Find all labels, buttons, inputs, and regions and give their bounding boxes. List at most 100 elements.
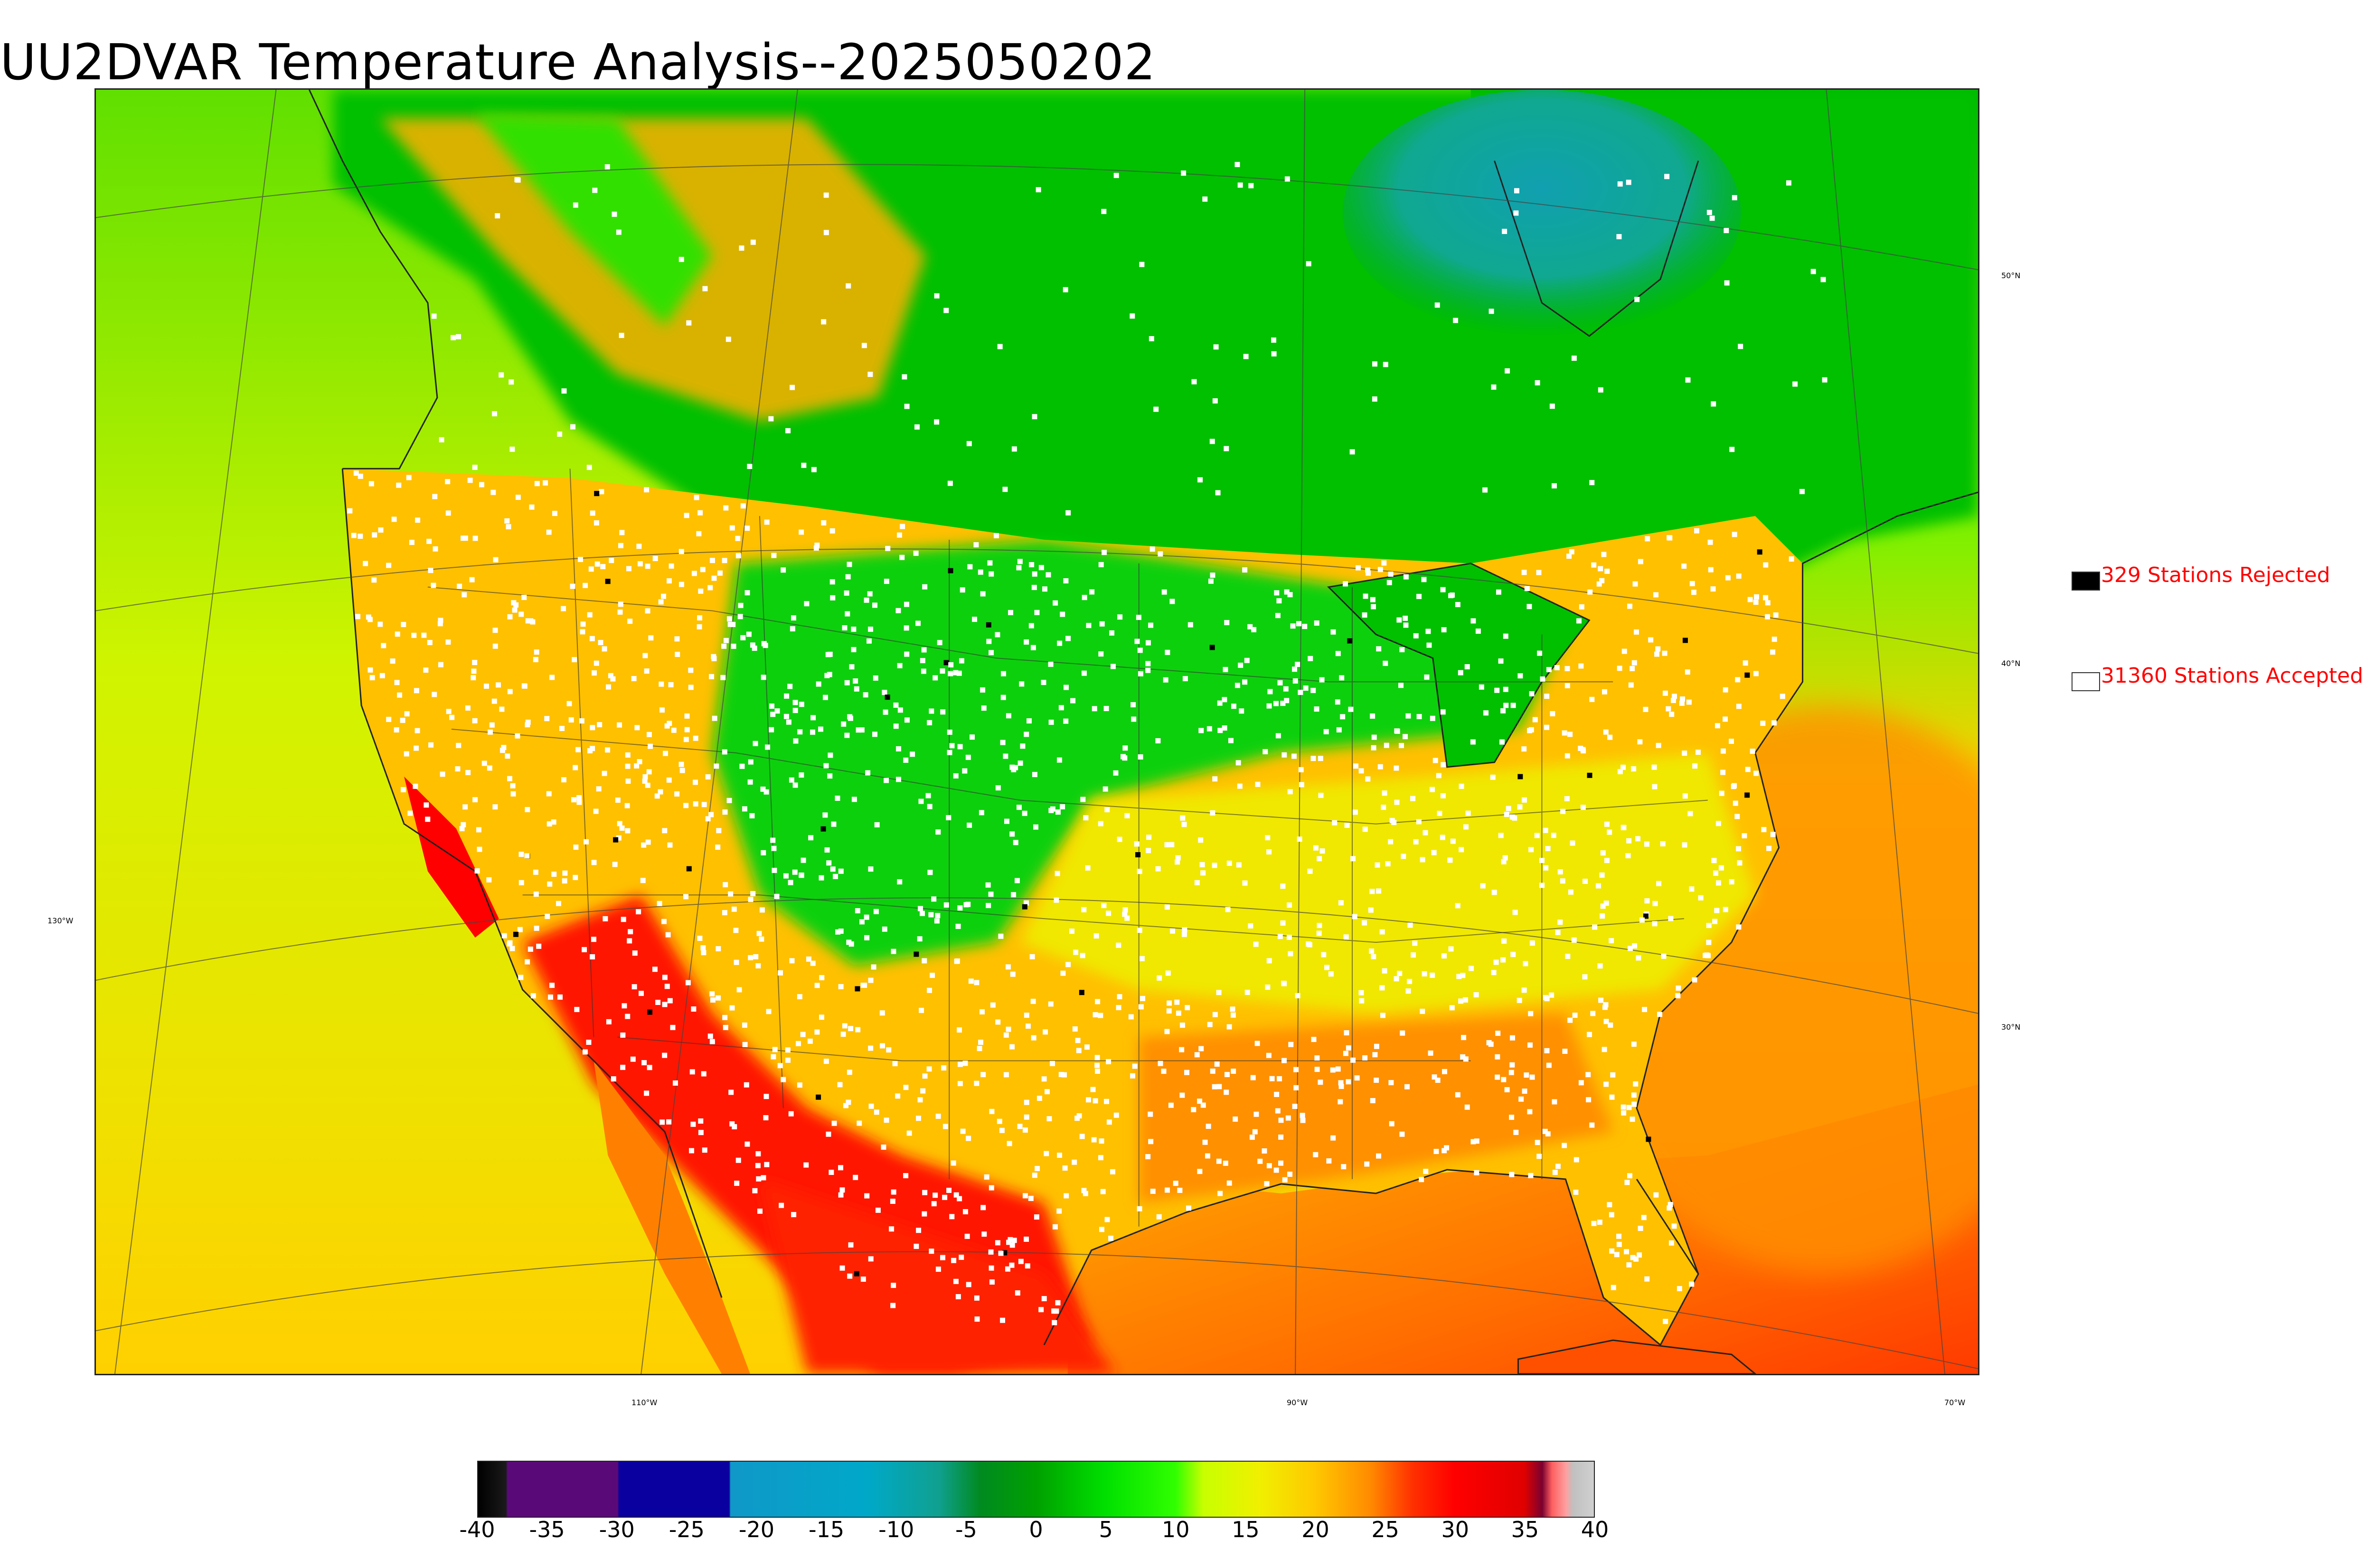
accepted-station xyxy=(1226,860,1232,866)
accepted-station xyxy=(1671,694,1677,699)
accepted-station xyxy=(1093,1012,1098,1018)
accepted-station xyxy=(940,709,946,715)
accepted-station xyxy=(543,480,548,486)
accepted-station xyxy=(1765,600,1771,606)
accepted-station xyxy=(1513,1129,1519,1135)
accepted-station xyxy=(934,918,940,924)
accepted-station xyxy=(1072,1159,1077,1165)
accepted-station xyxy=(729,525,735,531)
accepted-station xyxy=(667,842,673,848)
accepted-station xyxy=(1358,990,1364,995)
accepted-station xyxy=(1318,793,1324,798)
accepted-station xyxy=(1720,770,1726,775)
accepted-station xyxy=(462,535,468,541)
accepted-station xyxy=(1512,910,1518,915)
accepted-station xyxy=(530,619,536,625)
accepted-station xyxy=(1526,604,1532,610)
accepted-station xyxy=(413,783,418,789)
accepted-station xyxy=(1602,1005,1608,1010)
accepted-station xyxy=(489,722,495,728)
accepted-station xyxy=(722,749,727,755)
accepted-station xyxy=(705,774,711,779)
accepted-station xyxy=(712,715,717,721)
accepted-station xyxy=(917,936,923,942)
accepted-station xyxy=(833,873,838,879)
accepted-station xyxy=(1022,810,1027,816)
accepted-station xyxy=(716,946,721,951)
accepted-station xyxy=(605,747,611,753)
accepted-station xyxy=(1549,992,1554,998)
accepted-station xyxy=(914,1243,919,1249)
accepted-station xyxy=(1194,1052,1200,1058)
accepted-station xyxy=(934,419,940,425)
accepted-station xyxy=(662,1052,668,1058)
accepted-station xyxy=(722,809,728,815)
accepted-station xyxy=(1249,1135,1255,1140)
accepted-station xyxy=(1296,621,1301,627)
accepted-station xyxy=(1224,1089,1229,1095)
accepted-station xyxy=(1509,1035,1515,1041)
accepted-station xyxy=(593,808,599,814)
accepted-station xyxy=(1398,683,1404,688)
accepted-station xyxy=(499,706,505,712)
accepted-station xyxy=(989,1108,995,1114)
baja-california xyxy=(594,1061,750,1374)
accepted-station xyxy=(822,695,828,700)
colorbar-tick-label: -40 xyxy=(459,1517,495,1542)
accepted-station xyxy=(575,747,581,752)
accepted-station xyxy=(1070,698,1076,704)
accepted-station xyxy=(943,308,949,313)
accepted-station xyxy=(777,1063,783,1069)
accepted-station xyxy=(1403,615,1408,621)
accepted-station xyxy=(1504,1087,1510,1092)
accepted-station xyxy=(826,860,832,866)
accepted-station xyxy=(1266,1052,1272,1058)
accepted-station xyxy=(438,662,443,667)
accepted-station xyxy=(546,529,552,535)
accepted-station xyxy=(642,778,648,784)
accepted-station xyxy=(1239,708,1244,714)
accepted-station xyxy=(1311,1037,1317,1042)
accepted-station xyxy=(1034,1214,1039,1220)
accepted-station xyxy=(1149,546,1155,552)
accepted-station xyxy=(1514,188,1519,194)
accepted-station xyxy=(1046,572,1051,578)
accepted-station xyxy=(414,688,419,694)
accepted-station xyxy=(1552,1099,1557,1105)
accepted-station xyxy=(700,567,706,573)
accepted-station xyxy=(725,337,731,342)
accepted-station xyxy=(1292,1104,1298,1109)
accepted-station xyxy=(1591,1221,1597,1226)
accepted-station xyxy=(1330,1067,1336,1073)
accepted-station xyxy=(904,625,909,631)
accepted-station xyxy=(750,891,756,897)
accepted-station xyxy=(1689,581,1695,586)
rejected-station xyxy=(1002,1250,1008,1256)
accepted-station xyxy=(1244,657,1250,663)
accepted-station xyxy=(1403,622,1409,628)
accepted-station xyxy=(1734,814,1740,819)
accepted-station xyxy=(752,1188,758,1193)
accepted-station xyxy=(1626,838,1632,844)
accepted-station xyxy=(1314,1055,1320,1061)
accepted-station xyxy=(372,532,377,538)
accepted-station xyxy=(1058,1072,1064,1077)
accepted-station xyxy=(726,798,732,803)
accepted-station xyxy=(668,682,674,687)
accepted-station xyxy=(947,480,953,486)
colorbar-tick-label: -35 xyxy=(529,1517,565,1542)
accepted-station xyxy=(1098,1155,1103,1161)
accepted-station xyxy=(778,970,783,976)
accepted-station xyxy=(737,614,743,620)
accepted-station xyxy=(897,879,903,885)
accepted-station xyxy=(1134,841,1140,847)
accepted-station xyxy=(1428,1050,1433,1056)
accepted-station xyxy=(671,727,677,733)
accepted-station xyxy=(1161,589,1167,595)
accepted-station xyxy=(867,638,872,644)
accepted-station xyxy=(674,636,680,642)
rejected-station xyxy=(1022,904,1027,910)
accepted-station xyxy=(1206,1124,1211,1129)
rejected-station xyxy=(1079,990,1084,995)
accepted-station xyxy=(536,943,542,949)
